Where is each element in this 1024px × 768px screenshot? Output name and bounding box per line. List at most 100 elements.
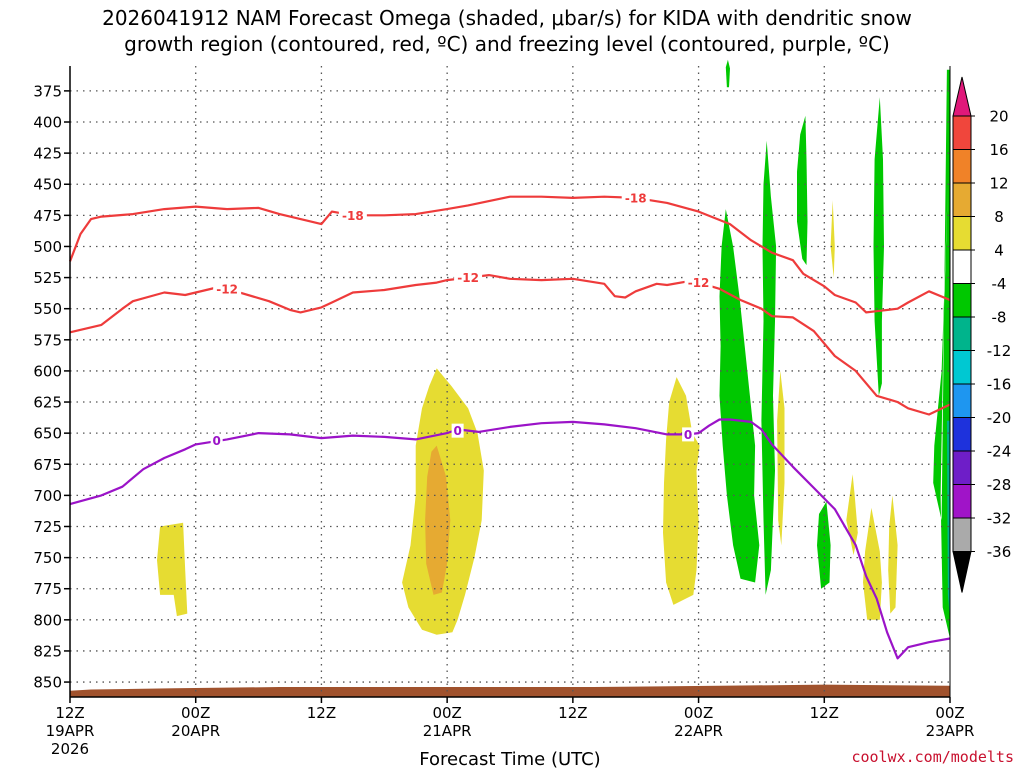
y-tick-label: 625 (33, 394, 62, 412)
colorbar-label: 8 (994, 208, 1004, 226)
y-tick-label: 775 (33, 580, 62, 598)
contour-label: -12 (688, 276, 710, 290)
y-tick-label: 850 (33, 674, 62, 692)
colorbar-label: -28 (987, 476, 1012, 494)
contour-1 (69, 274, 951, 416)
colorbar-swatch (952, 517, 972, 552)
omega-fill-yellow-hr78 (888, 495, 898, 614)
x-tick-date: 22APR (674, 722, 723, 740)
colorbar-swatch (952, 316, 972, 351)
x-tick-year: 2026 (51, 740, 89, 758)
contour-layer: -18 -18 -12 -12 -12 0 0 0 (68, 190, 951, 660)
y-tick-label: 400 (33, 114, 62, 132)
chart-title-line2: growth region (contoured, red, ºC) and f… (124, 32, 890, 56)
credit-text: coolwx.com/modelts (851, 748, 1014, 766)
contour-label: 0 (684, 428, 692, 442)
omega-fill-green-hr66 (761, 140, 777, 595)
omega-fill-yellow-hr66 (777, 370, 785, 546)
contour-label-bg (338, 208, 367, 223)
colorbar-label: -24 (987, 443, 1012, 461)
colorbar-swatch (952, 484, 972, 519)
x-tick-label: 00Z (432, 704, 461, 722)
x-tick-label: 00Z (684, 704, 713, 722)
colorbar-swatch (952, 450, 972, 485)
colorbar-swatch (952, 417, 972, 452)
contour-label-bg (210, 433, 223, 448)
x-tick-date: 19APR (46, 722, 95, 740)
colorbar-swatch (952, 216, 972, 251)
contour-label: -12 (216, 282, 238, 296)
colorbar-label: -8 (992, 309, 1007, 327)
colorbar-swatch (952, 383, 972, 418)
y-tick-label: 725 (33, 518, 62, 536)
y-tick-label: 600 (33, 362, 62, 380)
y-tick-label: 800 (33, 611, 62, 629)
colorbar-swatch (952, 350, 972, 385)
colorbar-swatch (952, 249, 972, 284)
colorbar-label: -36 (987, 543, 1012, 561)
y-tick-label: 525 (33, 269, 62, 287)
colorbar-swatch (952, 182, 972, 217)
y-tick-label: 675 (33, 456, 62, 474)
omega-fill-yellow-hr58 (663, 377, 700, 605)
colorbar-label: -32 (987, 510, 1012, 528)
omega-fill-amber-hr36 (425, 445, 451, 595)
chart-title-line1: 2026041912 NAM Forecast Omega (shaded, μ… (102, 6, 912, 30)
y-tick-label: 575 (33, 331, 62, 349)
y-tick-label: 475 (33, 207, 62, 225)
y-tick-label: 750 (33, 549, 62, 567)
colorbar-label: 4 (994, 242, 1004, 260)
contour-label: 0 (453, 424, 461, 438)
y-tick-label: 450 (33, 176, 62, 194)
y-tick-label: 700 (33, 487, 62, 505)
omega-fill-yellow-hr71 (830, 200, 835, 278)
colorbar: 20 16 12 8 4 -4 -8 -12 -16 -20 -24 -28 -32 -36 (952, 76, 1012, 593)
y-tick-label: 500 (33, 238, 62, 256)
x-tick-label: 12Z (558, 704, 587, 722)
colorbar-label: -20 (987, 409, 1012, 427)
y-tick-label: 550 (33, 300, 62, 318)
omega-fill-teal-hr83 (946, 420, 950, 620)
x-tick-date: 23APR (926, 722, 975, 740)
contour-label-bg (684, 275, 713, 290)
omega-fill-yellow-hr9 (157, 522, 188, 617)
omega-fill-green-hr62b (719, 209, 760, 583)
colorbar-bottom-triangle (952, 551, 972, 593)
x-tick-label: 12Z (307, 704, 336, 722)
omega-fill-green-hr82 (933, 69, 950, 639)
contour-label-bg (454, 270, 483, 285)
contour-label-bg (682, 427, 695, 442)
axes-layer: 375 400 425 450 475 500 525 550 575 600 625 650 675 7… (33, 66, 974, 758)
omega-fill-green-hr72 (817, 501, 831, 589)
y-tick-label: 825 (33, 642, 62, 660)
terrain-layer (70, 684, 950, 697)
omega-fill-green-hr75 (873, 97, 884, 396)
x-tick-label: 12Z (55, 704, 84, 722)
contour-label: -12 (457, 271, 479, 285)
x-tick-label: 12Z (810, 704, 839, 722)
contour-label: 0 (212, 434, 220, 448)
y-tick-label: 650 (33, 425, 62, 443)
colorbar-label: 12 (989, 175, 1008, 193)
contour-label-bg (451, 423, 464, 438)
grid-layer (70, 66, 950, 697)
colorbar-label: 16 (989, 141, 1008, 159)
x-axis-label: Forecast Time (UTC) (419, 749, 600, 768)
y-tick-label: 375 (33, 82, 62, 100)
x-tick-label: 00Z (935, 704, 964, 722)
colorbar-swatch (952, 283, 972, 318)
y-tick-label: 425 (33, 145, 62, 163)
omega-fill-yellow-hr74 (846, 474, 858, 556)
omega-fill-green-hr62a (725, 59, 730, 88)
omega-fill-yellow-hr77 (863, 507, 882, 620)
colorbar-label: 20 (989, 108, 1008, 126)
contour-label: -18 (625, 191, 647, 205)
x-tick-date: 21APR (423, 722, 472, 740)
colorbar-label: -12 (987, 342, 1012, 360)
colorbar-label: -16 (987, 376, 1012, 394)
colorbar-swatch (952, 115, 972, 150)
colorbar-label: -4 (992, 275, 1007, 293)
contour-label-bg (213, 281, 242, 296)
colorbar-swatch (952, 149, 972, 184)
